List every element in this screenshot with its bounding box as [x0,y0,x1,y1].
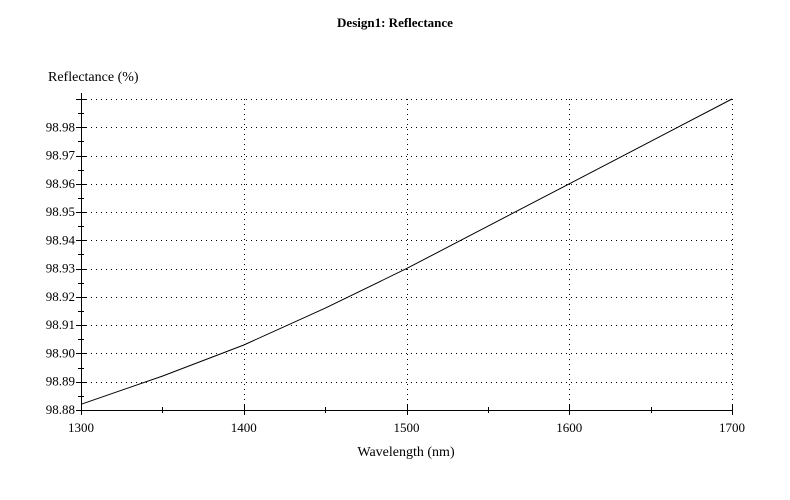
y-axis-label: Reflectance (%) [48,70,139,85]
y-tick-label: 98.94 [46,232,76,247]
x-tick-label: 1400 [231,420,257,435]
y-tick-label: 98.88 [46,402,75,417]
y-tick-label: 98.96 [46,176,76,191]
y-tick-label: 98.91 [46,317,75,332]
x-tick-label: 1600 [556,420,582,435]
reflectance-line [80,98,733,405]
series-layer [80,98,733,405]
y-tick-label: 98.95 [46,204,75,219]
tick-labels: 98.88 98.89 98.90 98.91 98.92 98.93 98.94 98.95… [46,119,745,435]
chart-title: Design1: Reflectance [337,15,453,30]
x-tick-label: 1700 [719,420,745,435]
y-tick-label: 98.90 [46,345,75,360]
y-tick-label: 98.93 [46,261,75,276]
x-tick-label: 1500 [394,420,420,435]
y-tick-label: 98.97 [46,148,76,163]
y-tick-label: 98.89 [46,374,75,389]
x-axis-label: Wavelength (nm) [357,445,455,460]
y-tick-label: 98.92 [46,289,75,304]
y-tick-label: 98.98 [46,119,75,134]
axes [76,93,733,415]
grid-lines [81,99,733,410]
x-tick-label: 1300 [68,420,94,435]
